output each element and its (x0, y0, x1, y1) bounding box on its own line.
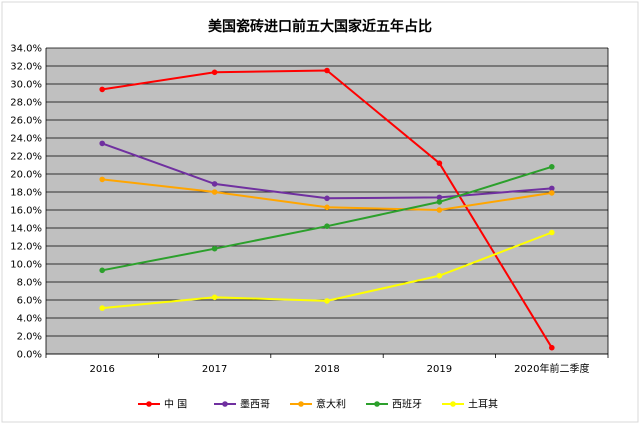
legend-swatch-marker (374, 401, 380, 407)
legend-swatch-marker (222, 401, 228, 407)
data-point (549, 190, 555, 196)
legend-label: 墨西哥 (240, 399, 270, 411)
x-tick-label: 2019 (427, 364, 452, 375)
data-point (211, 189, 218, 195)
x-axis: 2016 2017 2018 2019 2020年前二季度 (45, 354, 609, 375)
data-point (549, 229, 555, 236)
data-point (549, 185, 555, 192)
y-tick-label: 16.0% (10, 206, 42, 217)
x-tick-label: 2018 (314, 364, 339, 375)
y-tick-label: 2.0% (17, 332, 42, 343)
data-point (324, 195, 330, 202)
y-tick-label: 6.0% (17, 296, 42, 307)
data-point (436, 194, 443, 201)
y-tick-label: 22.0% (10, 152, 42, 163)
x-tick-label: 2017 (202, 364, 227, 375)
data-point (211, 294, 218, 301)
x-tick-label: 2016 (89, 364, 114, 375)
y-tick-label: 18.0% (10, 188, 42, 199)
y-tick-label: 12.0% (10, 242, 42, 253)
y-tick-label: 28.0% (10, 98, 42, 109)
legend-label: 中 国 (164, 398, 187, 411)
x-tick-label: 2020年前二季度 (514, 362, 589, 375)
data-point (436, 160, 443, 166)
data-point (211, 181, 218, 187)
data-point (99, 267, 105, 274)
y-tick-label: 0.0% (17, 350, 42, 361)
data-point (99, 140, 105, 147)
data-point (211, 69, 218, 76)
y-tick-label: 24.0% (10, 134, 42, 145)
legend-label: 意大利 (316, 398, 346, 411)
data-point (99, 176, 105, 183)
data-point (324, 204, 330, 211)
legend-label: 西班牙 (392, 399, 422, 411)
data-point (549, 344, 555, 351)
data-point (211, 245, 218, 252)
y-tick-label: 26.0% (10, 116, 42, 127)
data-point (436, 207, 443, 213)
legend-swatch-marker (146, 401, 152, 407)
y-tick-label: 14.0% (10, 224, 42, 235)
legend: 中 国 墨西哥 意大利 西班牙 土耳其 (138, 398, 498, 411)
y-tick-label: 8.0% (17, 278, 42, 289)
data-point (99, 305, 105, 311)
legend-swatch-marker (450, 401, 456, 407)
y-tick-label: 34.0% (10, 44, 42, 55)
chart-title: 美国瓷砖进口前五大国家近五年占比 (208, 18, 432, 35)
y-tick-label: 20.0% (10, 170, 42, 181)
data-point (549, 164, 555, 170)
y-tick-label: 30.0% (10, 80, 42, 91)
y-tick-label: 4.0% (17, 314, 42, 325)
data-point (436, 272, 443, 279)
data-point (324, 67, 330, 74)
data-point (324, 223, 330, 229)
data-point (324, 298, 330, 304)
y-tick-label: 10.0% (10, 260, 42, 271)
y-axis: 0.0% 2.0% 4.0% 6.0% 8.0% 10.0% 12.0% 14.0% 16.0%… (10, 44, 42, 361)
y-tick-label: 32.0% (10, 62, 42, 73)
legend-label: 土耳其 (468, 398, 498, 411)
data-point (436, 199, 443, 205)
series-lines (99, 67, 555, 351)
legend-swatch-marker (298, 401, 304, 407)
data-point (99, 86, 105, 93)
